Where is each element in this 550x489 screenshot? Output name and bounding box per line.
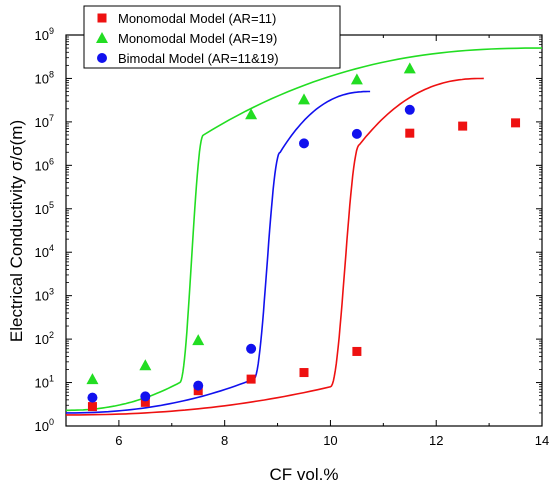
fit-curve-3 xyxy=(66,90,371,414)
y-tick-label: 101 xyxy=(35,374,54,391)
x-tick-labels: 6 8 10 12 14 xyxy=(115,433,549,448)
data-point-series-1 xyxy=(193,386,203,396)
legend-marker-3 xyxy=(97,53,107,63)
x-tick-label: 12 xyxy=(429,433,443,448)
data-point-series-2 xyxy=(403,62,416,74)
data-point-series-1 xyxy=(299,368,309,378)
data-point-series-2 xyxy=(192,334,205,346)
data-point-series-3 xyxy=(193,380,204,391)
y-tick-label: 102 xyxy=(35,330,54,347)
legend-box xyxy=(83,5,341,69)
data-point-series-1 xyxy=(405,128,415,138)
y-tick-label: 107 xyxy=(35,113,54,130)
data-point-series-3 xyxy=(299,138,309,149)
data-point-series-1 xyxy=(511,118,521,128)
legend-marker-2 xyxy=(96,32,108,43)
legend-label-2: Monomodal Model (AR=19) xyxy=(118,31,277,46)
data-point-series-3 xyxy=(404,104,415,115)
y-axis-title: Electrical Conductivity σ/σ(m) xyxy=(7,120,26,342)
data-point-series-1 xyxy=(140,397,150,407)
data-markers xyxy=(86,62,521,412)
x-tick-label: 8 xyxy=(221,433,228,448)
data-point-series-2 xyxy=(350,73,363,85)
data-point-series-1 xyxy=(246,374,256,384)
data-point-series-1 xyxy=(87,402,97,412)
y-tick-label: 105 xyxy=(35,200,54,217)
x-tick-label: 6 xyxy=(115,433,122,448)
x-axis-title: CF vol.% xyxy=(270,465,339,484)
y-tick-label: 100 xyxy=(35,417,54,434)
legend-label-3: Bimodal Model (AR=11&19) xyxy=(118,51,279,66)
data-point-series-2 xyxy=(86,373,99,385)
data-point-series-2 xyxy=(245,108,258,120)
data-point-series-3 xyxy=(351,128,362,139)
y-tick-labels: 100 101 102 103 104 105 106 107 108 109 xyxy=(35,26,54,434)
x-tick-label: 14 xyxy=(535,433,549,448)
data-point-series-2 xyxy=(139,359,152,371)
fit-curve-2 xyxy=(66,47,542,412)
y-tick-label: 109 xyxy=(35,26,54,43)
legend: Monomodal Model (AR=11) Monomodal Model (… xyxy=(83,5,341,69)
legend-marker-1 xyxy=(97,13,107,23)
y-tick-label: 108 xyxy=(35,69,54,86)
legend-label-1: Monomodal Model (AR=11) xyxy=(118,11,276,26)
fit-curve-1 xyxy=(66,77,484,416)
data-point-series-3 xyxy=(87,392,98,403)
data-point-series-1 xyxy=(458,121,468,131)
data-point-series-1 xyxy=(352,346,362,356)
x-tick-label: 10 xyxy=(323,433,337,448)
data-point-series-2 xyxy=(298,93,310,105)
y-tick-label: 106 xyxy=(35,156,54,173)
y-tick-label: 104 xyxy=(35,243,54,260)
y-tick-label: 103 xyxy=(35,287,54,304)
data-point-series-3 xyxy=(140,391,151,402)
data-point-series-3 xyxy=(246,343,257,354)
fit-curves xyxy=(66,47,542,416)
